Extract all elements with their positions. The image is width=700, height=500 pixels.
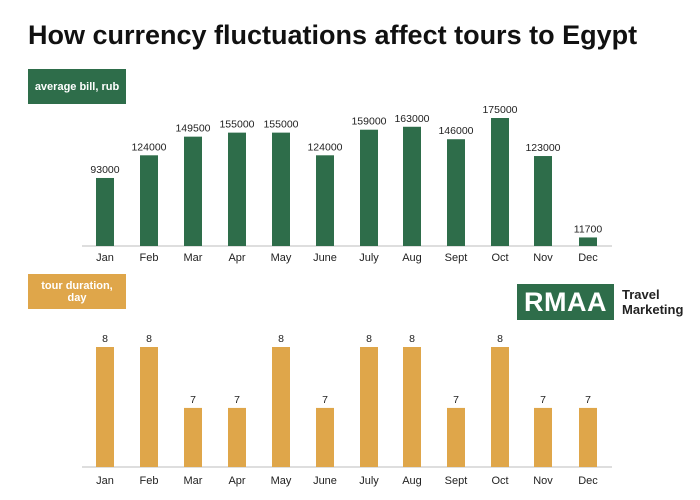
duration-value-label: 7 — [540, 394, 546, 406]
duration-value-label: 8 — [409, 333, 415, 345]
duration-month-label: Jan — [96, 475, 114, 487]
bill-value-label: 175000 — [482, 104, 517, 116]
bill-bar — [316, 155, 334, 246]
duration-bar — [228, 407, 246, 467]
duration-value-label: 7 — [234, 394, 240, 406]
duration-month-label: Aug — [402, 475, 422, 487]
duration-month-label: Nov — [533, 475, 553, 487]
logo-line-marketing: Marketing — [622, 302, 684, 317]
duration-value-label: 8 — [497, 333, 503, 345]
bill-month-label: Sept — [445, 252, 468, 264]
bill-bar — [228, 132, 246, 246]
rmaa-logo-mark: RMAA — [517, 284, 614, 320]
duration-bar — [403, 347, 421, 467]
bill-month-label: Apr — [228, 252, 245, 264]
rmaa-logo: RMAA Travel Marketing — [517, 284, 683, 320]
rmaa-logo-text: Travel Marketing — [622, 287, 683, 317]
duration-month-label: June — [313, 475, 337, 487]
bill-month-label: July — [359, 252, 379, 264]
duration-value-label: 7 — [190, 394, 196, 406]
duration-month-label: Mar — [184, 475, 203, 487]
duration-month-label: Apr — [228, 475, 245, 487]
page-title: How currency fluctuations affect tours t… — [28, 20, 638, 50]
bill-value-label: 11700 — [574, 223, 603, 235]
bill-bar — [272, 132, 290, 246]
duration-bar — [579, 407, 597, 467]
bill-value-label: 155000 — [219, 119, 254, 131]
duration-month-label: Oct — [491, 475, 508, 487]
bill-value-label: 149500 — [175, 123, 210, 135]
bill-bar — [447, 139, 465, 246]
duration-bar — [96, 347, 114, 467]
bill-bar — [140, 155, 158, 246]
duration-bar — [447, 407, 465, 467]
duration-value-label: 8 — [102, 333, 108, 345]
duration-month-label: Feb — [140, 475, 159, 487]
bill-value-label: 163000 — [394, 113, 429, 125]
bill-value-label: 146000 — [438, 125, 473, 137]
duration-bar — [491, 347, 509, 467]
bill-month-label: Feb — [140, 252, 159, 264]
bill-value-label: 124000 — [307, 141, 342, 153]
bill-value-label: 124000 — [131, 141, 166, 153]
average-bill-badge: average bill, rub — [28, 69, 126, 104]
bill-month-label: Aug — [402, 252, 422, 264]
duration-bar — [184, 407, 202, 467]
duration-value-label: 8 — [366, 333, 372, 345]
bill-bar — [491, 118, 509, 246]
bill-value-label: 155000 — [263, 119, 298, 131]
duration-month-label: Dec — [578, 475, 598, 487]
tour-duration-badge: tour duration, day — [28, 274, 126, 309]
duration-value-label: 8 — [146, 333, 152, 345]
bill-bar — [534, 156, 552, 246]
bill-month-label: Oct — [491, 252, 508, 264]
bill-month-label: May — [271, 252, 292, 264]
duration-bar — [360, 347, 378, 467]
bill-value-label: 123000 — [525, 142, 560, 154]
duration-bar — [272, 347, 290, 467]
bill-bar — [579, 237, 597, 246]
duration-month-label: May — [271, 475, 292, 487]
duration-bar — [534, 407, 552, 467]
duration-bar — [140, 347, 158, 467]
duration-month-label: July — [359, 475, 379, 487]
bill-value-label: 93000 — [90, 164, 119, 176]
duration-month-label: Sept — [445, 475, 468, 487]
duration-value-label: 7 — [453, 394, 459, 406]
bill-month-label: June — [313, 252, 337, 264]
bill-bar — [360, 129, 378, 246]
bill-value-label: 159000 — [351, 116, 386, 128]
duration-value-label: 7 — [585, 394, 591, 406]
duration-bar — [316, 407, 334, 467]
duration-value-label: 7 — [322, 394, 328, 406]
bill-month-label: Nov — [533, 252, 553, 264]
logo-line-travel: Travel — [622, 287, 660, 302]
duration-value-label: 8 — [278, 333, 284, 345]
bill-bar — [96, 177, 114, 246]
bill-bar — [403, 126, 421, 246]
bill-bar — [184, 136, 202, 246]
bill-month-label: Dec — [578, 252, 598, 264]
bill-month-label: Jan — [96, 252, 114, 264]
bill-month-label: Mar — [184, 252, 203, 264]
